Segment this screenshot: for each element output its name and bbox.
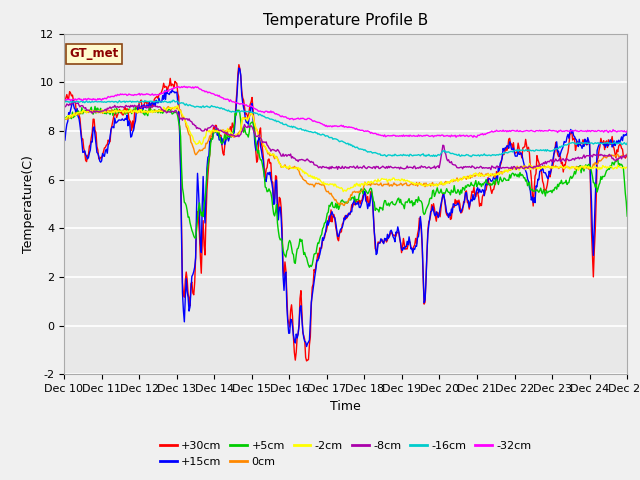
+15cm (394, 224, 402, 230)
-2cm (339, 189, 347, 194)
Line: +30cm: +30cm (64, 65, 627, 361)
Text: GT_met: GT_met (70, 48, 119, 60)
-2cm (623, 165, 631, 170)
-2cm (206, 128, 214, 133)
0cm (340, 203, 348, 208)
-8cm (206, 125, 214, 131)
-2cm (486, 172, 494, 178)
Legend: +30cm, +15cm, +5cm, 0cm, -2cm, -8cm, -16cm, -32cm: +30cm, +15cm, +5cm, 0cm, -2cm, -8cm, -16… (156, 437, 536, 471)
-2cm (60, 117, 68, 122)
-8cm (487, 167, 495, 172)
+30cm (438, 197, 446, 203)
+30cm (486, 180, 494, 186)
-8cm (60, 105, 68, 111)
+5cm (438, 190, 446, 196)
+5cm (305, 264, 313, 270)
0cm (438, 180, 446, 186)
+5cm (206, 152, 214, 158)
0cm (160, 108, 168, 114)
+5cm (161, 108, 168, 114)
+5cm (486, 182, 494, 188)
-32cm (623, 128, 631, 133)
0cm (206, 133, 214, 139)
+15cm (623, 130, 631, 135)
Line: 0cm: 0cm (64, 107, 627, 205)
+30cm (235, 62, 243, 68)
+15cm (303, 344, 310, 349)
-16cm (467, 154, 475, 159)
+5cm (91, 104, 99, 109)
+15cm (317, 247, 324, 253)
-16cm (623, 140, 631, 146)
-8cm (161, 108, 168, 113)
-2cm (394, 177, 402, 183)
0cm (486, 172, 494, 178)
Line: +15cm: +15cm (64, 68, 627, 347)
-8cm (393, 165, 401, 171)
Title: Temperature Profile B: Temperature Profile B (263, 13, 428, 28)
-8cm (70, 98, 78, 104)
Line: +5cm: +5cm (64, 107, 627, 267)
-16cm (316, 132, 324, 137)
-16cm (160, 99, 168, 105)
X-axis label: Time: Time (330, 400, 361, 413)
-16cm (60, 99, 68, 105)
-32cm (206, 89, 214, 95)
Line: -2cm: -2cm (64, 105, 627, 192)
-8cm (485, 165, 493, 170)
-32cm (393, 133, 401, 139)
-16cm (206, 105, 214, 110)
+15cm (60, 138, 68, 144)
+5cm (394, 196, 402, 202)
0cm (164, 104, 172, 109)
-8cm (316, 164, 324, 170)
0cm (60, 114, 68, 120)
+30cm (623, 151, 631, 157)
0cm (623, 152, 631, 158)
Y-axis label: Temperature(C): Temperature(C) (22, 155, 35, 253)
-2cm (174, 102, 182, 108)
-8cm (623, 153, 631, 158)
-32cm (60, 96, 68, 102)
Line: -32cm: -32cm (64, 86, 627, 137)
0cm (394, 182, 402, 188)
+15cm (205, 153, 212, 159)
+30cm (60, 97, 68, 103)
-2cm (316, 177, 324, 182)
+5cm (60, 116, 68, 121)
+15cm (438, 197, 446, 203)
Line: -16cm: -16cm (64, 100, 627, 156)
+15cm (160, 96, 168, 102)
-16cm (486, 152, 494, 158)
-32cm (437, 132, 445, 138)
0cm (316, 181, 324, 187)
-16cm (437, 150, 445, 156)
-16cm (169, 97, 177, 103)
+30cm (205, 161, 212, 167)
+30cm (317, 245, 324, 251)
+15cm (486, 176, 494, 182)
-16cm (393, 153, 401, 158)
+30cm (394, 229, 402, 235)
+30cm (303, 358, 310, 364)
+5cm (623, 213, 631, 219)
-32cm (160, 90, 168, 96)
+5cm (317, 233, 324, 239)
-32cm (469, 134, 477, 140)
+30cm (160, 81, 168, 86)
-32cm (486, 129, 494, 135)
-32cm (316, 120, 324, 126)
-32cm (180, 84, 188, 89)
-2cm (160, 104, 168, 110)
-2cm (438, 180, 446, 186)
Line: -8cm: -8cm (64, 101, 627, 169)
-8cm (437, 154, 445, 160)
+15cm (235, 65, 243, 71)
